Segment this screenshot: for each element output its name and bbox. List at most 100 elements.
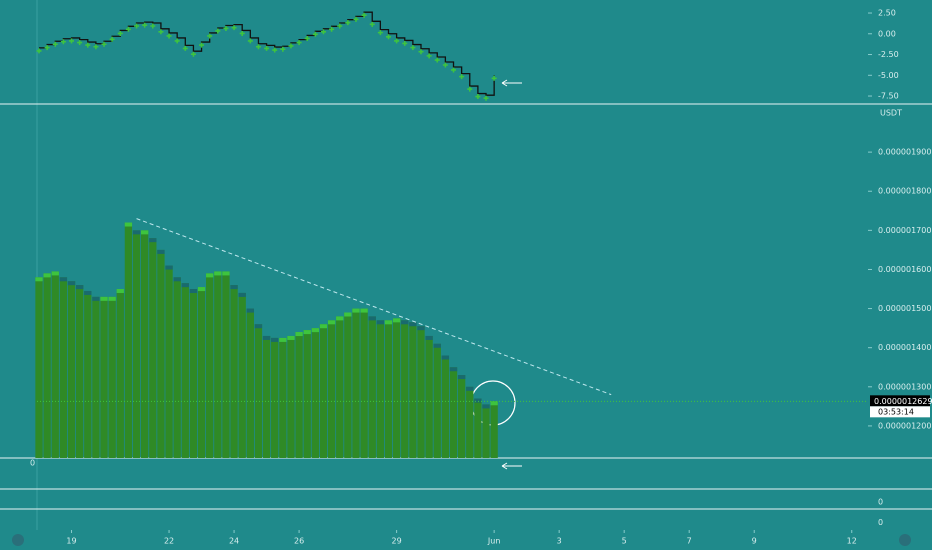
bar-cap bbox=[149, 238, 157, 243]
price-bar bbox=[271, 337, 279, 458]
button[interactable] bbox=[899, 534, 911, 546]
pane-tick-label: 0 bbox=[878, 518, 883, 527]
x-tick-label: 19 bbox=[66, 537, 76, 546]
button[interactable] bbox=[12, 534, 24, 546]
price-bar bbox=[392, 318, 401, 458]
x-tick-label: 12 bbox=[847, 537, 857, 546]
price-bar bbox=[84, 290, 92, 458]
y-tick-label: 0.0000018000 bbox=[878, 187, 932, 196]
bar-cap bbox=[173, 277, 181, 282]
bar-cap bbox=[409, 322, 417, 327]
y-tick-label: 0.0000017000 bbox=[878, 226, 932, 235]
price-bar bbox=[149, 238, 157, 458]
bar-cap bbox=[124, 222, 133, 227]
price-bar bbox=[108, 296, 116, 458]
bar-cap bbox=[246, 308, 254, 313]
bar-cap bbox=[319, 324, 328, 329]
bar-cap bbox=[482, 404, 490, 409]
oscillator-marker bbox=[117, 30, 123, 36]
price-bar bbox=[173, 277, 181, 458]
price-bar bbox=[449, 367, 458, 458]
oscillator-marker bbox=[109, 36, 115, 42]
bar-cap bbox=[230, 285, 238, 290]
price-bar bbox=[417, 326, 425, 458]
oscillator-marker bbox=[199, 42, 205, 48]
price-bar bbox=[100, 296, 108, 458]
last-price-box bbox=[870, 395, 930, 407]
oscillator-marker bbox=[52, 41, 58, 47]
bar-cap bbox=[368, 316, 376, 321]
oscillator-marker bbox=[426, 53, 432, 59]
price-bar bbox=[67, 281, 76, 458]
oscillator-marker bbox=[377, 30, 383, 36]
axis-unit: USDT bbox=[880, 109, 902, 118]
bar-cap bbox=[51, 271, 59, 276]
oscillator-marker bbox=[475, 94, 481, 100]
price-bar bbox=[92, 296, 100, 458]
oscillator-marker bbox=[215, 28, 221, 34]
price-bar bbox=[157, 249, 165, 458]
bar-cap bbox=[165, 265, 173, 270]
oscillator-marker bbox=[239, 30, 245, 36]
y-tick-label: 0.0000014000 bbox=[878, 343, 932, 352]
oscillator-marker bbox=[190, 51, 196, 57]
oscillator-marker bbox=[60, 39, 66, 45]
oscillator-line bbox=[39, 11, 495, 96]
bar-cap bbox=[132, 230, 141, 235]
bar-cap bbox=[311, 328, 319, 333]
oscillator-marker bbox=[491, 75, 497, 81]
price-bar bbox=[165, 265, 173, 458]
price-bar bbox=[311, 328, 319, 458]
oscillator-marker bbox=[150, 23, 156, 29]
oscillator-marker bbox=[101, 41, 107, 47]
bar-cap bbox=[466, 386, 474, 391]
bar-cap bbox=[303, 330, 311, 335]
bar-cap bbox=[108, 296, 116, 301]
bar-cap bbox=[141, 230, 149, 235]
oscillator-marker bbox=[166, 33, 172, 39]
price-bar bbox=[409, 322, 417, 458]
bar-cap bbox=[206, 273, 214, 278]
bar-cap bbox=[295, 332, 303, 337]
oscillator-marker bbox=[312, 31, 318, 37]
oscillator-marker bbox=[280, 46, 286, 52]
price-bar bbox=[51, 271, 59, 458]
bar-cap bbox=[425, 335, 433, 340]
price-bar bbox=[425, 335, 433, 458]
x-tick-label: 5 bbox=[622, 537, 627, 546]
bar-cap bbox=[92, 296, 100, 301]
bar-cap bbox=[59, 277, 68, 282]
oscillator-marker bbox=[77, 40, 83, 46]
price-bar bbox=[35, 277, 43, 458]
y-tick-label: -2.50 bbox=[878, 50, 899, 59]
bar-cap bbox=[35, 277, 43, 282]
oscillator-marker bbox=[320, 29, 326, 35]
oscillator-marker bbox=[410, 45, 416, 51]
bar-cap bbox=[384, 320, 393, 325]
price-bar bbox=[319, 324, 328, 458]
x-tick-label: 29 bbox=[392, 537, 402, 546]
price-bar bbox=[230, 285, 238, 458]
price-bar bbox=[384, 320, 393, 458]
bar-cap bbox=[327, 320, 336, 325]
arrow bbox=[501, 462, 522, 470]
x-tick-label: Jun bbox=[487, 537, 501, 546]
oscillator-marker bbox=[402, 40, 408, 46]
price-bar bbox=[441, 355, 450, 458]
price-bar bbox=[181, 283, 189, 458]
oscillator-marker bbox=[288, 43, 294, 49]
price-bar bbox=[376, 320, 385, 458]
y-tick-label: -7.50 bbox=[878, 92, 899, 101]
bar-cap bbox=[100, 296, 108, 301]
bar-cap bbox=[238, 292, 246, 297]
bar-cap bbox=[474, 398, 482, 403]
price-bar bbox=[222, 271, 230, 458]
oscillator-marker bbox=[182, 45, 188, 51]
countdown: 03:53:14 bbox=[878, 407, 914, 416]
bar-cap bbox=[116, 289, 124, 294]
bar-cap bbox=[433, 343, 441, 348]
oscillator-marker bbox=[394, 38, 400, 44]
price-bar bbox=[474, 398, 482, 458]
oscillator-marker bbox=[174, 38, 180, 44]
